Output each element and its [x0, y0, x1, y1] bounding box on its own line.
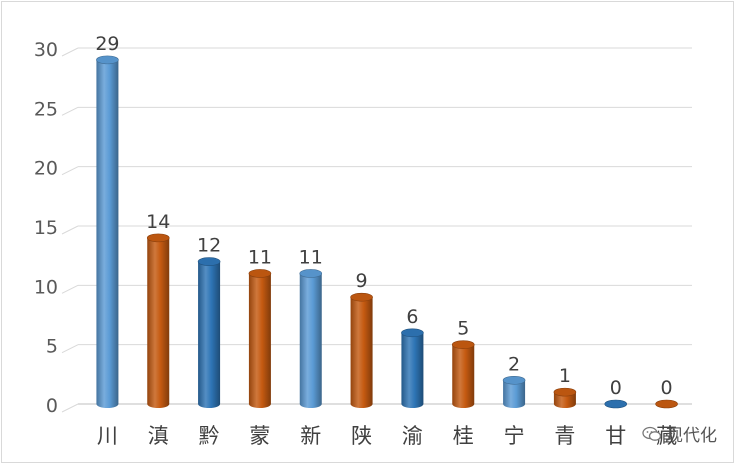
data-label: 5	[457, 318, 469, 340]
bar	[96, 55, 119, 408]
gridline-slant	[61, 106, 79, 116]
bar-cap	[146, 233, 170, 243]
bar-body	[452, 344, 475, 408]
x-tick-label: 滇	[148, 424, 169, 448]
x-tick-label: 陕	[351, 424, 372, 448]
bar-cap	[604, 399, 628, 409]
x-tick-label: 藏	[656, 424, 677, 448]
bar-body	[248, 273, 271, 408]
data-label: 9	[356, 270, 368, 292]
bar-cap	[401, 328, 424, 338]
bar	[604, 399, 628, 409]
data-label: 12	[197, 235, 221, 257]
watermark-text: 现代化	[666, 426, 717, 446]
gridline-slant	[61, 47, 79, 57]
watermark: 现代化	[642, 421, 717, 446]
bar-body	[350, 297, 373, 408]
bar-body	[299, 273, 322, 408]
data-label: 11	[248, 246, 272, 268]
y-tick-label: 0	[46, 395, 58, 417]
bar	[553, 387, 577, 408]
bar-body	[401, 332, 424, 408]
bar	[146, 233, 170, 408]
bar-cap	[655, 399, 678, 409]
bar	[401, 328, 424, 408]
bar-cap	[350, 292, 373, 302]
bar	[248, 269, 272, 408]
bar-body	[147, 237, 170, 408]
data-label: 6	[406, 306, 418, 328]
bar-cap	[502, 375, 526, 385]
bar-body	[503, 380, 526, 408]
y-tick-label: 25	[34, 98, 58, 120]
bar-body	[96, 59, 119, 408]
y-tick-label: 10	[34, 276, 58, 298]
data-label: 1	[559, 365, 571, 387]
bar	[350, 292, 373, 408]
data-label: 29	[95, 33, 119, 55]
data-label: 11	[299, 246, 323, 268]
bar	[197, 257, 221, 408]
gridline-slant	[61, 166, 79, 176]
data-label: 0	[610, 377, 622, 399]
bar	[299, 269, 323, 408]
x-tick-label: 甘	[605, 424, 626, 448]
gridline-slant	[61, 344, 79, 354]
y-tick-label: 15	[34, 217, 58, 239]
wechat-icon	[642, 426, 662, 441]
bar-cap	[197, 257, 221, 266]
bar-body	[553, 392, 576, 408]
data-label: 0	[661, 377, 673, 399]
gridline-slant	[61, 284, 79, 294]
bar	[502, 375, 526, 408]
bar	[451, 340, 475, 408]
y-tick-label: 5	[46, 336, 58, 358]
x-tick-label: 渝	[402, 424, 423, 448]
data-label: 2	[508, 353, 520, 375]
x-tick-label: 黔	[199, 424, 220, 448]
bar-body	[198, 261, 221, 408]
x-tick-label: 新	[300, 424, 321, 448]
bar	[655, 399, 678, 409]
gridline-slant	[61, 225, 79, 235]
x-tick-label: 桂	[453, 424, 474, 448]
bar-cap	[248, 269, 272, 278]
bar-cap	[553, 387, 577, 397]
bar-cap	[451, 340, 475, 349]
y-tick-label: 30	[34, 39, 58, 61]
x-tick-label: 川	[97, 424, 118, 448]
x-tick-label: 宁	[504, 424, 525, 448]
bar-cap	[299, 269, 323, 278]
data-label: 14	[146, 211, 170, 233]
x-tick-label: 蒙	[249, 424, 270, 448]
x-tick-label: 青	[554, 424, 575, 448]
y-tick-label: 20	[34, 158, 58, 180]
bar-cap	[96, 55, 119, 65]
gridline-slant	[61, 403, 79, 413]
